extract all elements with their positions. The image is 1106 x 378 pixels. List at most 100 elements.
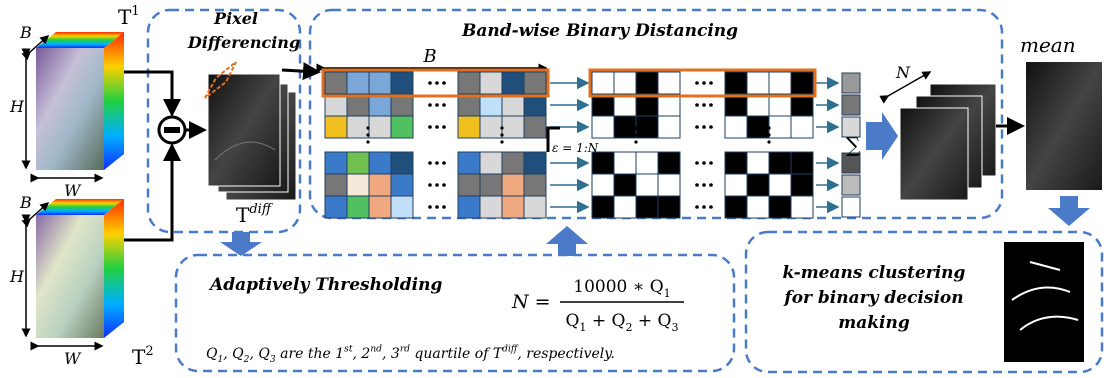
cell (347, 152, 369, 174)
cell (347, 196, 369, 218)
cell (702, 81, 706, 85)
stack-label: N (895, 63, 911, 82)
mean-label: mean (1020, 33, 1076, 57)
cell (769, 72, 791, 94)
cell (347, 116, 369, 138)
binary-map (1004, 242, 1084, 362)
cell (725, 152, 747, 174)
formula-denominator: Q1 + Q2 + Q3 (565, 311, 678, 334)
cell (428, 205, 432, 209)
cell (769, 174, 791, 196)
cell (842, 175, 860, 195)
cell (480, 72, 502, 94)
cell (791, 196, 813, 218)
cube-face (36, 215, 104, 338)
cell (592, 152, 614, 174)
cell (435, 103, 439, 107)
text-run: 1 (131, 4, 139, 19)
cell (769, 116, 791, 138)
sum-symbol: ∑ (846, 133, 861, 157)
cell (842, 95, 860, 115)
diagram: B H W T1 B H W T2 Pixel Differencing Tdi… (0, 0, 1106, 378)
cell (325, 72, 347, 94)
cell (524, 174, 546, 196)
cell (480, 196, 502, 218)
cell (695, 125, 699, 129)
text-run: Q (206, 346, 218, 362)
kmeans-text: for binary decision (783, 288, 963, 308)
text-run: 10000 ∗ Q (573, 277, 663, 297)
block-arrow (220, 232, 262, 256)
cell (769, 152, 791, 174)
cell (767, 133, 770, 136)
cell (428, 103, 432, 107)
cube-side (104, 32, 124, 170)
cell (369, 152, 391, 174)
cell (614, 72, 636, 94)
cell (695, 103, 699, 107)
text-run: 2 (625, 321, 632, 334)
width-label: W (64, 181, 82, 200)
cell (366, 126, 369, 129)
cell (634, 140, 637, 143)
cell (592, 174, 614, 196)
distance-stack (900, 84, 996, 200)
cell (502, 152, 524, 174)
cell (435, 161, 439, 165)
connector (282, 70, 318, 72)
cell (614, 152, 636, 174)
band-label: B (19, 193, 32, 212)
cell (325, 196, 347, 218)
cell (747, 116, 769, 138)
cube-face (36, 48, 104, 170)
text-run: 1 (664, 287, 671, 300)
text-run: + Q (632, 311, 671, 331)
minus-sign (164, 127, 180, 133)
cell (502, 116, 524, 138)
kmeans-text: k-means clustering (783, 263, 966, 283)
text-run: Q (565, 311, 579, 331)
cell (347, 174, 369, 196)
cell (347, 72, 369, 94)
cell (695, 183, 699, 187)
text-run: 1 (579, 321, 586, 334)
cell (458, 116, 480, 138)
cell (725, 174, 747, 196)
text-run: rd (400, 345, 410, 355)
cell (709, 161, 713, 165)
text-run: , respectively. (517, 346, 614, 362)
height-label: H (9, 267, 25, 286)
cell (442, 103, 446, 107)
cell (458, 152, 480, 174)
input-label: T1 (118, 4, 140, 29)
text-run: diff (249, 202, 273, 217)
text-run: 3 (671, 321, 678, 334)
cell (369, 174, 391, 196)
cell (709, 125, 713, 129)
cell (369, 72, 391, 94)
cell (702, 103, 706, 107)
block-title: Pixel (213, 9, 258, 28)
cell (634, 126, 637, 129)
block-title: Differencing (187, 33, 300, 52)
cell (435, 125, 439, 129)
cell (791, 152, 813, 174)
cell (428, 125, 432, 129)
block-arrow (546, 226, 588, 256)
cell (842, 73, 860, 93)
text-run: + Q (586, 311, 625, 331)
cell (442, 183, 446, 187)
cell (592, 72, 614, 94)
cell (391, 152, 413, 174)
cell (634, 133, 637, 136)
cell (709, 81, 713, 85)
cell (458, 174, 480, 196)
text-run: , 3 (382, 346, 400, 362)
cell (366, 133, 369, 136)
cell (769, 196, 791, 218)
cell (391, 196, 413, 218)
cell (325, 116, 347, 138)
text-run: T (118, 5, 132, 29)
cell (435, 81, 439, 85)
cell (709, 183, 713, 187)
